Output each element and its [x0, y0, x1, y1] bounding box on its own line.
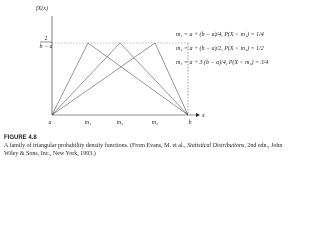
x-arrow: [196, 113, 200, 117]
y-level-denominator: b − a: [39, 44, 52, 50]
x-tick-label: a: [49, 120, 52, 126]
caption: FIGURE 4.8 A family of triangular probab…: [4, 134, 294, 158]
legend-line: m₁ = a + (b − a)/4, P(X < m₁) = 1/4: [176, 31, 264, 38]
caption-text: A family of triangular probability densi…: [4, 143, 188, 149]
legend-line: m₃ = a + 3 (b − a)/4, P(X < m₃) = 3/4: [176, 59, 268, 66]
x-axis-label: x: [201, 113, 205, 119]
figure: fX(x) 2 b − a x a m₁ m₂ m₃ b m₁ = a + (b…: [36, 5, 268, 126]
y-level-numerator: 2: [45, 36, 48, 42]
x-tick-label: b: [189, 120, 192, 126]
triangle-m1: [51, 42, 189, 116]
x-tick-label: m₁: [85, 120, 91, 126]
y-axis-label: fX(x): [36, 5, 48, 12]
caption-italic: Statistical Distributions: [187, 143, 245, 149]
page: {"figure": { "y_label": "fX(x)", "y_leve…: [4, 5, 294, 158]
legend-line: m₂ = a + (b − a)/2, P(X < m₂) = 1/2: [176, 45, 264, 52]
caption-end: , 2nd edn., John Wiley & Sons, Inc., New…: [4, 143, 283, 157]
triangle-m3: [51, 42, 189, 116]
triangles: [51, 42, 189, 116]
x-tick-label: m₃: [152, 120, 158, 126]
caption-label: FIGURE 4.8: [4, 135, 37, 141]
x-tick-label: m₂: [117, 120, 123, 126]
triangle-m2: [51, 42, 189, 116]
